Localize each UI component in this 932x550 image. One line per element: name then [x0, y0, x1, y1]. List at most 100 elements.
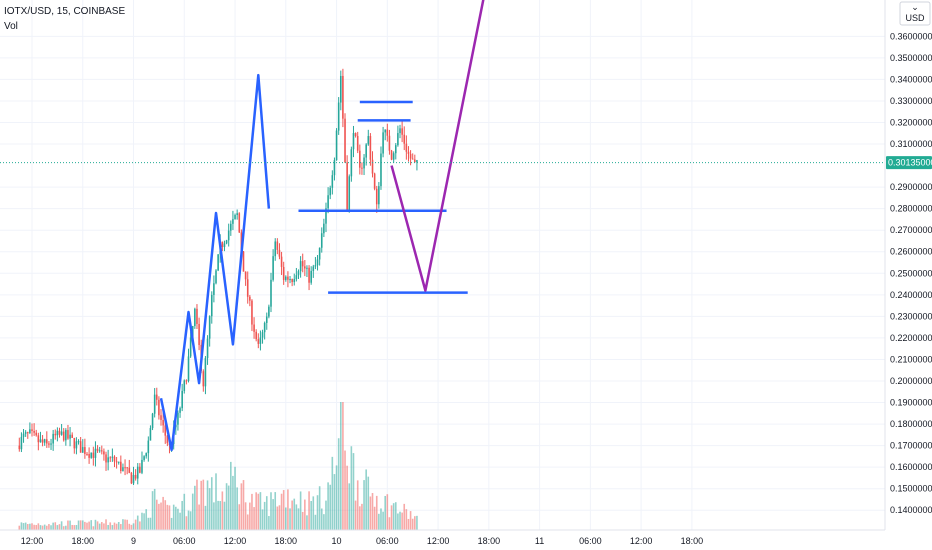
candle-body	[359, 150, 361, 168]
candle-body	[232, 219, 234, 224]
volume-bar	[98, 523, 101, 530]
volume-bar	[344, 450, 346, 530]
volume-bar	[69, 520, 71, 530]
last-price-label: 0.30135000	[888, 158, 932, 168]
candle-body	[134, 474, 137, 479]
time-tick-label: 06:00	[579, 536, 602, 546]
volume-bar	[191, 493, 194, 530]
volume-bar	[202, 479, 205, 530]
volume-bar	[416, 515, 418, 530]
volume-bar	[200, 480, 202, 530]
candle-body	[122, 467, 124, 471]
volume-bar	[71, 524, 73, 530]
price-tick-label: 0.14000000	[890, 505, 932, 515]
volume-bar	[386, 494, 389, 530]
candle-body	[268, 306, 270, 317]
volume-bar	[31, 523, 33, 530]
candle-body	[206, 338, 209, 359]
candle-body	[263, 322, 266, 333]
volume-bar	[327, 482, 329, 530]
currency-button[interactable]: ⌄ USD	[899, 1, 931, 26]
volume-bar	[268, 516, 270, 530]
candle-body	[327, 195, 329, 209]
volume-bar	[411, 518, 414, 530]
candle-body	[177, 412, 179, 425]
candle-body	[48, 443, 50, 445]
candle-body	[67, 430, 69, 439]
symbol-title[interactable]: IOTX/USD, 15, COINBASE	[4, 6, 125, 17]
volume-bar	[124, 519, 126, 530]
volume-bar	[223, 501, 226, 530]
candle-body	[196, 308, 198, 324]
volume-bar	[373, 506, 376, 530]
volume-bar	[291, 500, 293, 530]
volume-indicator-label[interactable]: Vol	[4, 21, 18, 32]
candle-body	[278, 249, 281, 257]
candle-body	[394, 145, 397, 154]
candle-body	[94, 448, 97, 458]
candle-body	[401, 128, 403, 135]
candle-body	[369, 136, 372, 160]
candle-body	[276, 241, 279, 250]
volume-bar	[342, 402, 344, 530]
volume-bar	[265, 496, 268, 530]
volume-bar	[208, 488, 211, 530]
volume-bar	[86, 522, 88, 530]
candle-body	[363, 157, 365, 169]
volume-bar	[312, 496, 315, 530]
candle-body	[403, 134, 406, 144]
candle-body	[367, 136, 370, 145]
volume-bar	[117, 521, 120, 530]
candle-body	[221, 241, 224, 248]
candle-body	[84, 447, 86, 454]
volume-bar	[371, 493, 374, 530]
candle-body	[386, 129, 389, 136]
time-axis[interactable]: 12:00 18:00 9 06:00 12:00 18:00 10 06:00 12:00 18…	[21, 536, 703, 546]
candle-body	[29, 429, 31, 433]
time-tick-label: 06:00	[173, 536, 196, 546]
candle-body	[339, 75, 342, 103]
candle-body	[79, 441, 82, 453]
volume-bar	[219, 501, 222, 530]
candle-body	[251, 300, 253, 325]
candle-body	[147, 440, 150, 454]
volume-bar	[316, 495, 319, 530]
volume-bar	[276, 506, 279, 530]
volume-bar	[234, 466, 236, 530]
candle-body	[60, 431, 63, 435]
candle-body	[380, 153, 382, 187]
candle-body	[75, 441, 78, 449]
candle-body	[22, 433, 25, 437]
candle-body	[234, 214, 236, 220]
candle-body	[346, 162, 348, 211]
volume-bar	[29, 523, 31, 530]
volume-bar	[56, 525, 59, 530]
volume-bar	[143, 513, 145, 530]
volume-bar	[109, 522, 112, 530]
volume-bar	[33, 524, 35, 530]
volume-bar	[141, 512, 143, 530]
time-tick-label: 18:00	[275, 536, 298, 546]
candle-body	[56, 430, 59, 436]
volume-bar	[251, 493, 253, 530]
candle-body	[90, 452, 93, 458]
volume-bar	[48, 524, 50, 530]
candle-body	[107, 457, 109, 463]
volume-bar	[308, 491, 310, 530]
volume-bar	[333, 474, 336, 530]
candle-body	[249, 296, 251, 301]
trend-drawings[interactable]	[159, 0, 485, 452]
candle-body	[255, 331, 257, 340]
volume-bar	[246, 514, 249, 530]
volume-bar	[354, 500, 357, 530]
volume-bar	[18, 525, 21, 530]
candle-body	[166, 435, 169, 444]
volume-bar	[405, 509, 408, 530]
candle-body	[331, 175, 334, 188]
candlesticks	[18, 68, 418, 485]
